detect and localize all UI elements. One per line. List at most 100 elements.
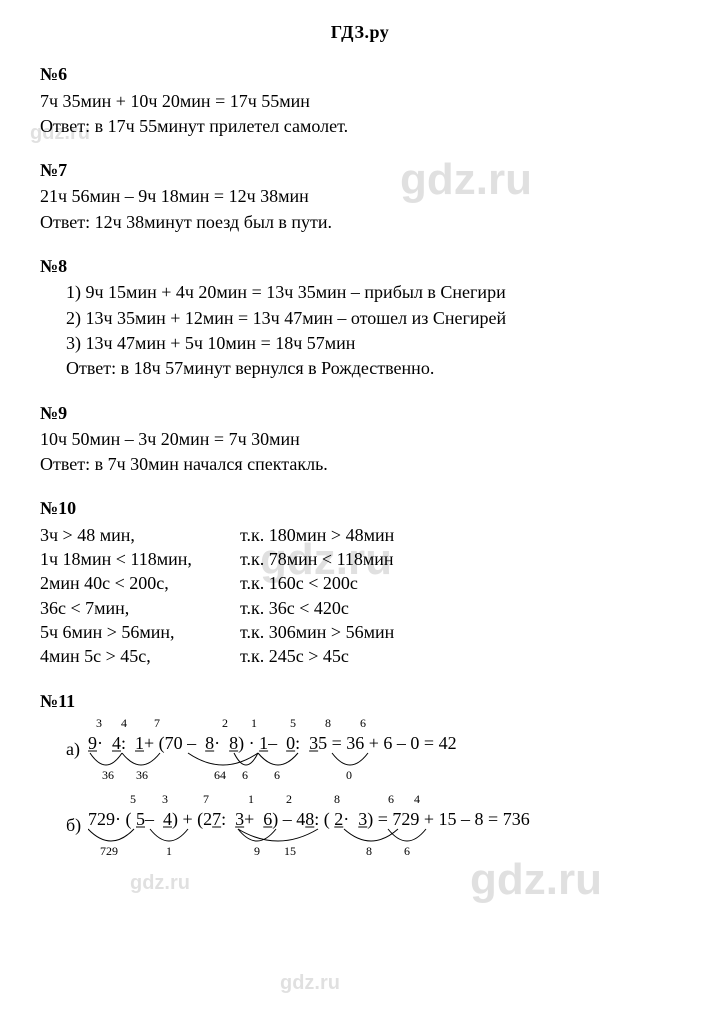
expr-label: а): [66, 737, 80, 761]
svg-text:·: ·: [97, 733, 103, 753]
comparison-row: 3ч > 48 мин,т.к. 180мин > 48мин: [40, 523, 680, 547]
comparison-left: 4мин 5с > 45с,: [40, 644, 240, 668]
svg-text:7: 7: [212, 809, 221, 829]
svg-text:6: 6: [274, 768, 280, 782]
svg-text:1: 1: [135, 733, 144, 753]
svg-text:1: 1: [259, 733, 268, 753]
svg-text:9: 9: [254, 844, 260, 858]
comparison-right: т.к. 306мин > 56мин: [240, 620, 394, 644]
page-header: ГДЗ.ру: [40, 20, 680, 44]
svg-text:9: 9: [88, 733, 97, 753]
svg-text:) + (: ) + (: [172, 809, 203, 830]
svg-text:1: 1: [166, 844, 172, 858]
svg-text:2: 2: [222, 716, 228, 730]
expression-svg: 729 · (5 – 4) + (27 : 3 + 6) – 48 : (2 ·…: [88, 791, 608, 861]
svg-text:8: 8: [366, 844, 372, 858]
svg-text:: (: : (: [314, 809, 330, 830]
svg-text:4: 4: [296, 809, 305, 829]
svg-text:3: 3: [96, 716, 102, 730]
svg-text:) ·: ) ·: [238, 733, 255, 754]
problem-6: №6 7ч 35мин + 10ч 20мин = 17ч 55мин Отве…: [40, 62, 680, 138]
problem-11: №11 а) 9 · 4 : 1 + (70 – 8 · 8) · 1 – 0 …: [40, 689, 680, 861]
text-line: 2) 13ч 35мин + 12мин = 13ч 47мин – отоше…: [40, 306, 680, 330]
comparison-row: 4мин 5с > 45с,т.к. 245с > 45с: [40, 644, 680, 668]
text-line: 3) 13ч 47мин + 5ч 10мин = 18ч 57мин: [40, 331, 680, 355]
svg-text:· (: · (: [115, 809, 132, 830]
svg-text:15: 15: [284, 844, 296, 858]
svg-text:1: 1: [248, 792, 254, 806]
watermark-text: gdz.ru: [130, 870, 190, 897]
svg-text:0: 0: [286, 733, 295, 753]
svg-text:3: 3: [358, 809, 367, 829]
svg-text:6: 6: [360, 716, 366, 730]
text-line: 7ч 35мин + 10ч 20мин = 17ч 55мин: [40, 89, 680, 113]
svg-text::: :: [295, 733, 300, 753]
svg-text:0: 0: [346, 768, 352, 782]
svg-text:3: 3: [162, 792, 168, 806]
svg-text:7: 7: [203, 792, 209, 806]
svg-text:36: 36: [102, 768, 114, 782]
comparison-right: т.к. 180мин > 48мин: [240, 523, 394, 547]
text-line: 1) 9ч 15мин + 4ч 20мин = 13ч 35мин – при…: [40, 280, 680, 304]
svg-text:3: 3: [309, 733, 318, 753]
problem-8: №8 1) 9ч 15мин + 4ч 20мин = 13ч 35мин – …: [40, 254, 680, 380]
text-line: 21ч 56мин – 9ч 18мин = 12ч 38мин: [40, 184, 680, 208]
svg-text:4: 4: [121, 716, 127, 730]
problem-number: №6: [40, 62, 680, 86]
problem-number: №9: [40, 401, 680, 425]
svg-text:2: 2: [203, 809, 212, 829]
comparison-right: т.к. 160с < 200с: [240, 571, 358, 595]
comparison-row: 5ч 6мин > 56мин,т.к. 306мин > 56мин: [40, 620, 680, 644]
svg-text:+ (70 –: + (70 –: [144, 733, 197, 754]
comparison-right: т.к. 245с > 45с: [240, 644, 349, 668]
svg-text:8: 8: [305, 809, 314, 829]
problem-9: №9 10ч 50мин – 3ч 20мин = 7ч 30мин Ответ…: [40, 401, 680, 477]
problem-7: №7 21ч 56мин – 9ч 18мин = 12ч 38мин Отве…: [40, 158, 680, 234]
problem-number: №10: [40, 496, 680, 520]
svg-text:8: 8: [334, 792, 340, 806]
comparison-left: 2мин 40с < 200с,: [40, 571, 240, 595]
svg-text:729: 729: [100, 844, 118, 858]
comparison-row: 2мин 40с < 200с,т.к. 160с < 200с: [40, 571, 680, 595]
expression-b: б) 729 · (5 – 4) + (27 : 3 + 6) – 48 : (…: [40, 791, 680, 861]
svg-text:1: 1: [251, 716, 257, 730]
svg-text:6: 6: [388, 792, 394, 806]
svg-text:7: 7: [88, 809, 97, 829]
svg-text:6: 6: [263, 809, 272, 829]
svg-text:4: 4: [112, 733, 121, 753]
problem-10: №10 3ч > 48 мин,т.к. 180мин > 48мин1ч 18…: [40, 496, 680, 668]
expr-label: б): [66, 813, 81, 837]
svg-text:6: 6: [242, 768, 248, 782]
svg-text:2: 2: [334, 809, 343, 829]
svg-text:·: ·: [343, 809, 349, 829]
svg-text:8: 8: [229, 733, 238, 753]
svg-text:6: 6: [404, 844, 410, 858]
comparison-left: 36с < 7мин,: [40, 596, 240, 620]
text-line: Ответ: в 18ч 57минут вернулся в Рождеств…: [40, 356, 680, 380]
svg-text:) –: ) –: [272, 809, 292, 830]
comparison-left: 1ч 18мин < 118мин,: [40, 547, 240, 571]
svg-text::: :: [121, 733, 126, 753]
text-line: 10ч 50мин – 3ч 20мин = 7ч 30мин: [40, 427, 680, 451]
svg-text:·: ·: [214, 733, 220, 753]
svg-text:) = 729 + 15 – 8 = 736: ) = 729 + 15 – 8 = 736: [367, 809, 529, 830]
expression-a: а) 9 · 4 : 1 + (70 – 8 · 8) · 1 – 0 : 35…: [40, 715, 680, 785]
watermark-text: gdz.ru: [280, 970, 340, 997]
svg-text:+: +: [244, 809, 254, 829]
svg-text:4: 4: [414, 792, 420, 806]
comparison-right: т.к. 36с < 420с: [240, 596, 349, 620]
svg-text:2: 2: [97, 809, 106, 829]
svg-text:5: 5: [136, 809, 145, 829]
text-line: Ответ: в 7ч 30мин начался спектакль.: [40, 452, 680, 476]
svg-text::: :: [221, 809, 226, 829]
svg-text:36: 36: [136, 768, 148, 782]
svg-text:3: 3: [235, 809, 244, 829]
comparison-row: 1ч 18мин < 118мин,т.к. 78мин < 118мин: [40, 547, 680, 571]
svg-text:2: 2: [286, 792, 292, 806]
svg-text:8: 8: [205, 733, 214, 753]
text-line: Ответ: 12ч 38минут поезд был в пути.: [40, 210, 680, 234]
comparison-row: 36с < 7мин,т.к. 36с < 420с: [40, 596, 680, 620]
svg-text:64: 64: [214, 768, 226, 782]
comparison-right: т.к. 78мин < 118мин: [240, 547, 394, 571]
svg-text:7: 7: [154, 716, 160, 730]
